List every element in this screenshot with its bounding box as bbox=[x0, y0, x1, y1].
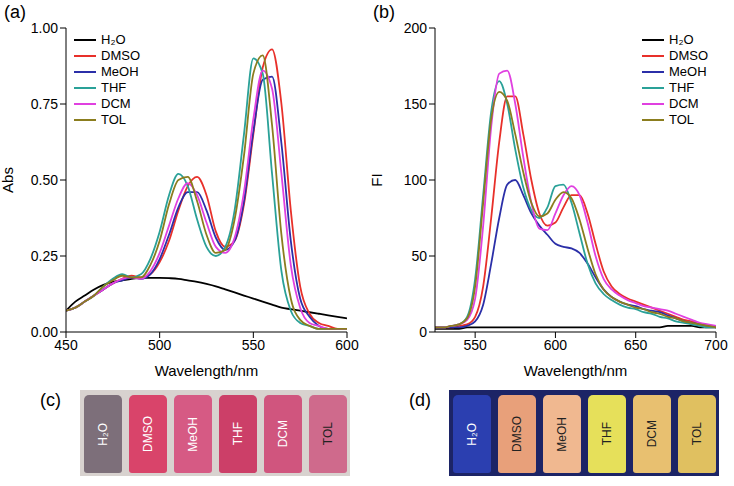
svg-text:FI: FI bbox=[369, 173, 385, 186]
svg-text:0: 0 bbox=[419, 324, 427, 340]
svg-text:0.50: 0.50 bbox=[31, 172, 58, 188]
svg-text:600: 600 bbox=[544, 337, 568, 353]
html-text:TOL: TOL bbox=[101, 112, 127, 127]
html-text:H₂O: H₂O bbox=[464, 422, 479, 446]
html-text:(d): (d) bbox=[409, 390, 431, 410]
html-text:THF: THF bbox=[599, 422, 614, 446]
svg-text:Abs: Abs bbox=[0, 167, 16, 193]
html-text:MeOH: MeOH bbox=[669, 64, 707, 79]
svg-text:200: 200 bbox=[404, 20, 428, 36]
svg-text:Wavelength/nm: Wavelength/nm bbox=[155, 362, 259, 379]
svg-text:650: 650 bbox=[624, 337, 648, 353]
html-text:(c): (c) bbox=[40, 390, 61, 410]
html-text:DMSO: DMSO bbox=[669, 48, 708, 63]
html-text:DCM: DCM bbox=[275, 420, 290, 448]
svg-text:100: 100 bbox=[404, 172, 428, 188]
html-text:THF: THF bbox=[101, 80, 127, 95]
svg-text:500: 500 bbox=[148, 337, 172, 353]
svg-text:600: 600 bbox=[335, 337, 359, 353]
svg-text:150: 150 bbox=[404, 96, 428, 112]
html-text:(a): (a) bbox=[4, 2, 26, 22]
html-text:DMSO: DMSO bbox=[509, 416, 524, 452]
svg-text:700: 700 bbox=[704, 337, 728, 353]
html-text:TOL: TOL bbox=[689, 422, 704, 446]
html-text:MeOH: MeOH bbox=[185, 416, 200, 452]
html-text:DMSO: DMSO bbox=[101, 48, 140, 63]
html-text:MeOH: MeOH bbox=[101, 64, 139, 79]
html-text:DCM: DCM bbox=[101, 96, 131, 111]
html-text:(b): (b) bbox=[373, 2, 395, 22]
svg-text:0.75: 0.75 bbox=[31, 96, 58, 112]
html-text:DMSO: DMSO bbox=[140, 416, 155, 452]
svg-text:550: 550 bbox=[242, 337, 266, 353]
svg-text:450: 450 bbox=[54, 336, 78, 353]
html-text:THF: THF bbox=[230, 422, 245, 446]
html-text:DCM: DCM bbox=[669, 96, 699, 111]
html-text:TOL: TOL bbox=[320, 422, 335, 446]
html-text:DCM: DCM bbox=[644, 420, 659, 448]
html-text:H₂O: H₂O bbox=[101, 32, 126, 47]
html-text:TOL: TOL bbox=[669, 112, 695, 127]
html-text:H₂O: H₂O bbox=[669, 32, 694, 47]
svg-text:0.00: 0.00 bbox=[31, 324, 58, 340]
html-text:MeOH: MeOH bbox=[554, 416, 569, 452]
svg-text:0.25: 0.25 bbox=[31, 248, 58, 264]
svg-text:50: 50 bbox=[411, 248, 427, 264]
svg-text:550: 550 bbox=[463, 337, 487, 353]
svg-text:1.00: 1.00 bbox=[31, 20, 58, 36]
html-text:H₂O: H₂O bbox=[95, 422, 110, 446]
svg-text:Wavelength/nm: Wavelength/nm bbox=[524, 362, 628, 379]
html-text:THF: THF bbox=[669, 80, 695, 95]
